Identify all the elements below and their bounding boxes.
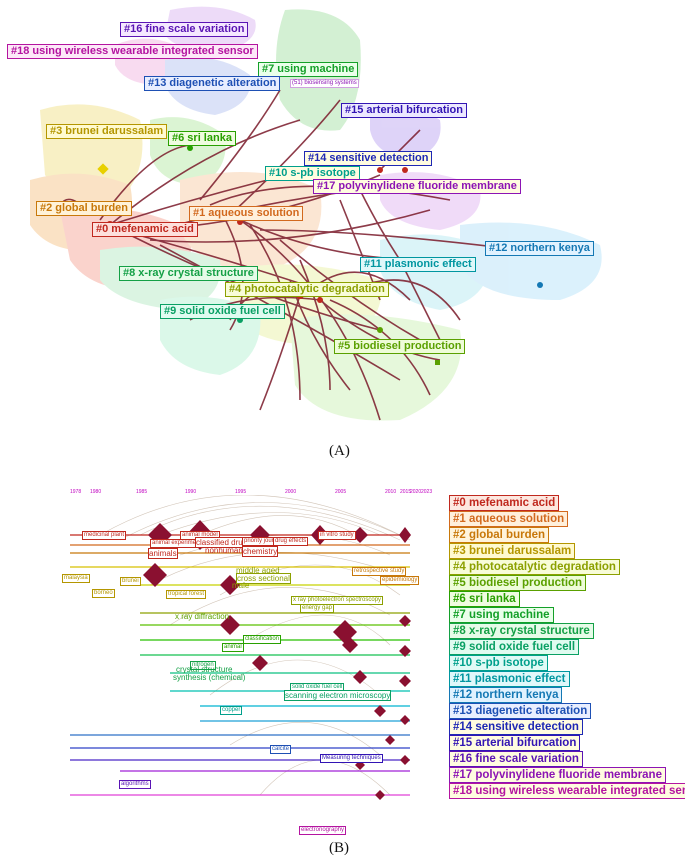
cluster-label-14: #14 sensitive detection xyxy=(304,151,433,166)
node-label-animals: animals xyxy=(148,548,178,559)
node-label-algorithms: algorithms xyxy=(119,780,151,789)
cluster-label-2: #2 global burden xyxy=(36,201,133,216)
legend-item-15: #15 arterial bifurcation xyxy=(449,735,581,751)
node-label-nitrogen: nitrogen xyxy=(190,661,216,670)
cluster-label-18: #18 using wireless wearable integrated s… xyxy=(7,44,258,59)
node-label-tropical-forest: tropical forest xyxy=(166,590,207,599)
node-label-classification: classification xyxy=(243,635,282,644)
legend-item-12: #12 northern kenya xyxy=(449,687,563,703)
legend-item-6: #6 sri lanka xyxy=(449,591,520,607)
cluster-label-9: #9 solid oxide fuel cell xyxy=(160,304,285,319)
cluster-label-12: #12 northern kenya xyxy=(485,241,594,256)
cluster-label-4: #4 photocatalytic degradation xyxy=(225,282,389,297)
legend-item-8: #8 x-ray crystal structure xyxy=(449,623,594,639)
year-tick-2: 1985 xyxy=(136,489,148,495)
cluster-label-3: #3 brunei darussalam xyxy=(46,124,168,139)
node-label-malaysia: malaysia xyxy=(62,574,90,583)
year-tick-7: 2010 xyxy=(385,489,397,495)
cluster-label-1: #1 aqueous solution xyxy=(189,206,304,221)
node-label-drug-effects: drug effects xyxy=(273,537,309,546)
legend-item-11: #11 plasmonic effect xyxy=(449,671,570,687)
legend-item-1: #1 aqueous solution xyxy=(449,511,569,527)
node-label-animal: animal xyxy=(222,643,244,652)
cluster-hull-11 xyxy=(380,234,491,310)
node-label-calcite: calcite xyxy=(270,745,292,754)
year-tick-0: 1978 xyxy=(70,489,82,495)
node-label-x-ray-photo: x ray photoelectron spectroscopy xyxy=(291,596,384,605)
node-label-crystal-structure: crystal structure xyxy=(176,665,233,674)
legend-item-10: #10 s-pb isotope xyxy=(449,655,548,671)
node-label-in-vitro-study: in vitro study xyxy=(318,531,356,540)
timeline-rows xyxy=(70,534,410,796)
legend-item-0: #0 mefenamic acid xyxy=(449,495,560,511)
year-tick-8: 2015 xyxy=(400,489,412,495)
year-tick-10: 2023 xyxy=(421,489,433,495)
cluster-label-13: #13 diagenetic alteration xyxy=(144,76,281,91)
node-label-electronography: electronography xyxy=(299,826,347,835)
legend-item-18: #18 using wireless wearable integrated s… xyxy=(449,783,685,799)
cluster-label-17: #17 polyvinylidene fluoride membrane xyxy=(313,179,521,194)
legend-item-5: #5 biodiesel production xyxy=(449,575,587,591)
small-label-biosensing: (51) biosensing systems xyxy=(290,79,359,88)
year-tick-6: 2005 xyxy=(335,489,347,495)
legend-item-9: #9 solid oxide fuel cell xyxy=(449,639,580,655)
legend-item-14: #14 sensitive detection xyxy=(449,719,583,735)
cluster-label-11: #11 plasmonic effect xyxy=(360,257,476,272)
legend-item-7: #7 using machine xyxy=(449,607,554,623)
year-tick-3: 1990 xyxy=(185,489,197,495)
node-label-chemistry: chemistry xyxy=(242,546,279,557)
cluster-label-8: #8 x-ray crystal structure xyxy=(119,266,258,281)
year-tick-9: 2020 xyxy=(410,489,422,495)
cluster-label-15: #15 arterial bifurcation xyxy=(341,103,467,118)
cluster-label-0: #0 mefenamic acid xyxy=(92,222,198,237)
legend-item-4: #4 photocatalytic degradation xyxy=(449,559,620,575)
node-label-synthesis: synthesis (chemical) xyxy=(173,673,246,682)
cluster-label-7: #7 using machine xyxy=(258,62,359,77)
node-label-male: male xyxy=(232,581,250,590)
cluster-label-10: #10 s-pb isotope xyxy=(265,166,360,181)
node-label-x-ray-diffraction: x ray diffraction xyxy=(175,612,230,621)
node-label-borneo: borneo xyxy=(92,589,115,598)
node-label-copper: copper xyxy=(220,706,243,715)
cluster-label-5: #5 biodiesel production xyxy=(334,339,466,354)
year-tick-1: 1980 xyxy=(90,489,102,495)
node-label-middle-aged: middle aged xyxy=(236,566,280,575)
node-label-brunei: brunei xyxy=(120,577,141,586)
caption-a: (A) xyxy=(329,443,350,459)
legend-item-2: #2 global burden xyxy=(449,527,550,543)
node-label-measuring-techniques: Measuring techniques xyxy=(320,754,383,763)
node-label-energy-gap: energy gap xyxy=(300,604,335,613)
node-label-cross-sectional: cross sectional xyxy=(236,573,291,584)
caption-b: (B) xyxy=(329,840,349,856)
node-label-scanning-electron: scanning electron microscopy xyxy=(284,690,392,701)
cluster-label-6: #6 sri lanka xyxy=(168,131,236,146)
node-label-nonhuman: nonhuman xyxy=(205,546,243,555)
node-label-medicinal-plant: medicinal plant xyxy=(82,531,127,540)
cluster-label-16: #16 fine scale variation xyxy=(120,22,249,37)
year-tick-5: 2000 xyxy=(285,489,297,495)
node-label-retrospective-study: retrospective study xyxy=(352,567,407,576)
legend-item-13: #13 diagenetic alteration xyxy=(449,703,592,719)
legend-item-3: #3 brunei darussalam xyxy=(449,543,576,559)
year-tick-4: 1995 xyxy=(235,489,247,495)
legend-item-16: #16 fine scale variation xyxy=(449,751,583,767)
node-label-epidemiology: epidemiology xyxy=(380,576,420,585)
legend-item-17: #17 polyvinylidene fluoride membrane xyxy=(449,767,666,783)
cluster-hull-15 xyxy=(370,106,441,160)
